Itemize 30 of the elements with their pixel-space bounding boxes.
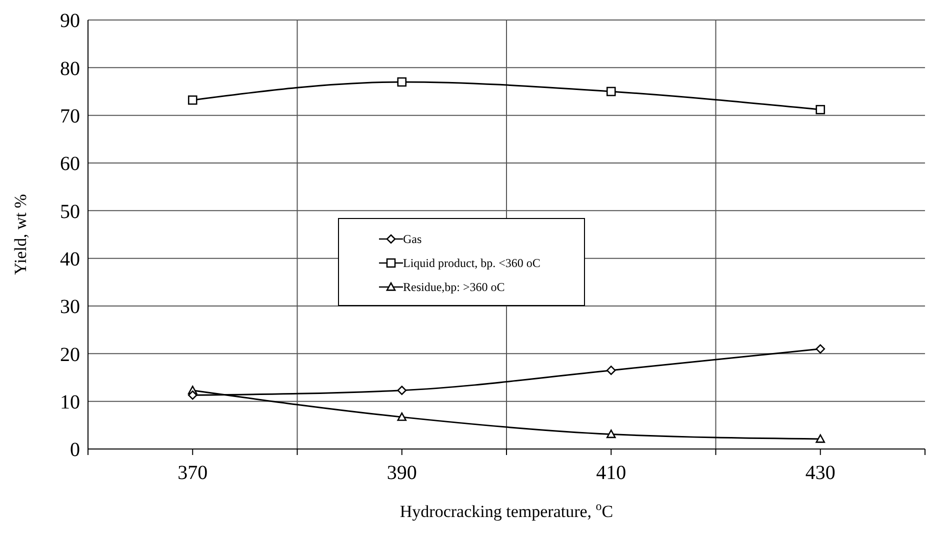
x-tick-label: 430 xyxy=(805,462,836,484)
y-tick-label: 0 xyxy=(70,439,80,462)
legend-label: Liquid product, bp. <360 oC xyxy=(403,256,540,270)
point xyxy=(397,386,407,396)
point xyxy=(397,77,407,87)
y-tick-label: 50 xyxy=(60,200,80,223)
x-tick-label: 390 xyxy=(386,462,417,484)
y-axis-title: Yield, wt % xyxy=(11,194,30,275)
point xyxy=(397,412,407,421)
y-tick-label: 20 xyxy=(60,344,80,366)
y-tick-label: 70 xyxy=(60,105,80,128)
y-tick-label: 80 xyxy=(60,58,80,80)
y-tick-label: 90 xyxy=(60,10,80,32)
legend-label: Gas xyxy=(403,232,422,246)
point xyxy=(606,366,616,375)
point xyxy=(816,104,826,114)
y-tick-label: 60 xyxy=(60,153,80,176)
point xyxy=(816,434,826,443)
y-tick-label: 40 xyxy=(60,248,80,270)
point xyxy=(816,344,826,354)
x-tick-label: 410 xyxy=(596,462,626,484)
y-tick-label: 10 xyxy=(60,391,80,414)
x-tick-label: 370 xyxy=(178,462,208,484)
x-axis-title: Hydrocracking temperature, $^{o}$C xyxy=(400,499,614,521)
legend-label: Residue,bp: >360 oC xyxy=(403,280,505,294)
point xyxy=(188,390,198,400)
point xyxy=(188,95,198,105)
point xyxy=(606,430,616,438)
y-tick-label: 30 xyxy=(60,296,80,318)
point xyxy=(606,86,616,96)
